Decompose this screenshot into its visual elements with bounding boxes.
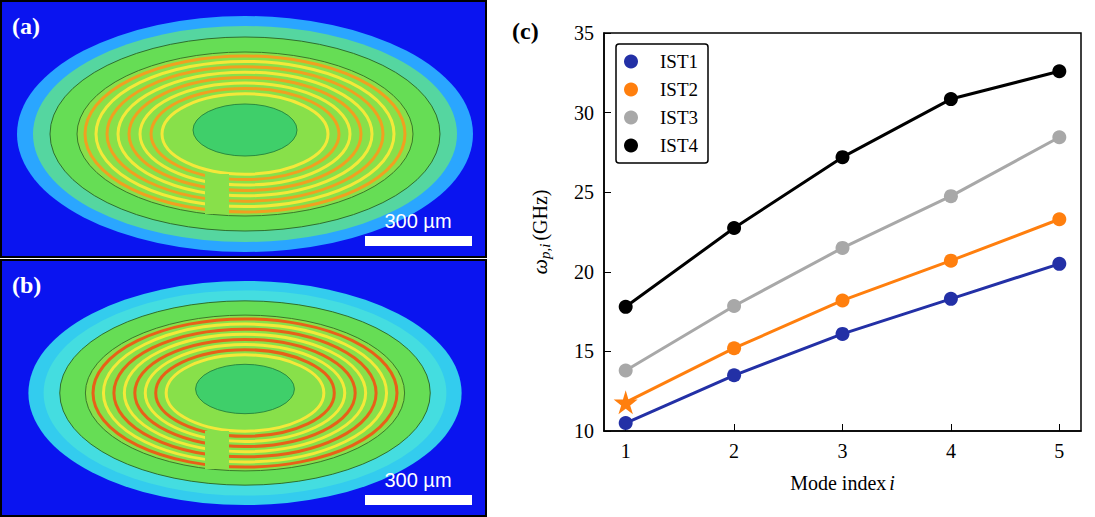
svg-text:20: 20 [574, 261, 594, 283]
svg-text:Mode index: Mode index [790, 472, 886, 494]
svg-text:15: 15 [574, 340, 594, 362]
svg-text:30: 30 [574, 102, 594, 124]
svg-text:300 µm: 300 µm [384, 210, 451, 232]
svg-text:IST4: IST4 [660, 135, 699, 156]
svg-text:IST3: IST3 [660, 107, 698, 128]
svg-text:(a): (a) [12, 13, 40, 39]
svg-text:IST2: IST2 [660, 79, 698, 100]
svg-text:25: 25 [574, 181, 594, 203]
svg-text:4: 4 [946, 440, 956, 462]
svg-text:10: 10 [574, 420, 594, 442]
svg-text:i: i [889, 472, 895, 494]
html-text:(c): (c) [512, 18, 539, 44]
svg-text:35: 35 [574, 22, 594, 44]
svg-text:5: 5 [1054, 440, 1064, 462]
svg-text:300 µm: 300 µm [384, 469, 451, 491]
svg-text:1: 1 [621, 440, 631, 462]
svg-text:ω: ω [527, 259, 552, 275]
svg-text:(GHz): (GHz) [529, 189, 552, 240]
svg-text:3: 3 [838, 440, 848, 462]
svg-text:(b): (b) [12, 272, 41, 298]
svg-text:IST1: IST1 [660, 51, 698, 72]
svg-text:p,i: p,i [537, 244, 553, 260]
svg-text:2: 2 [729, 440, 739, 462]
